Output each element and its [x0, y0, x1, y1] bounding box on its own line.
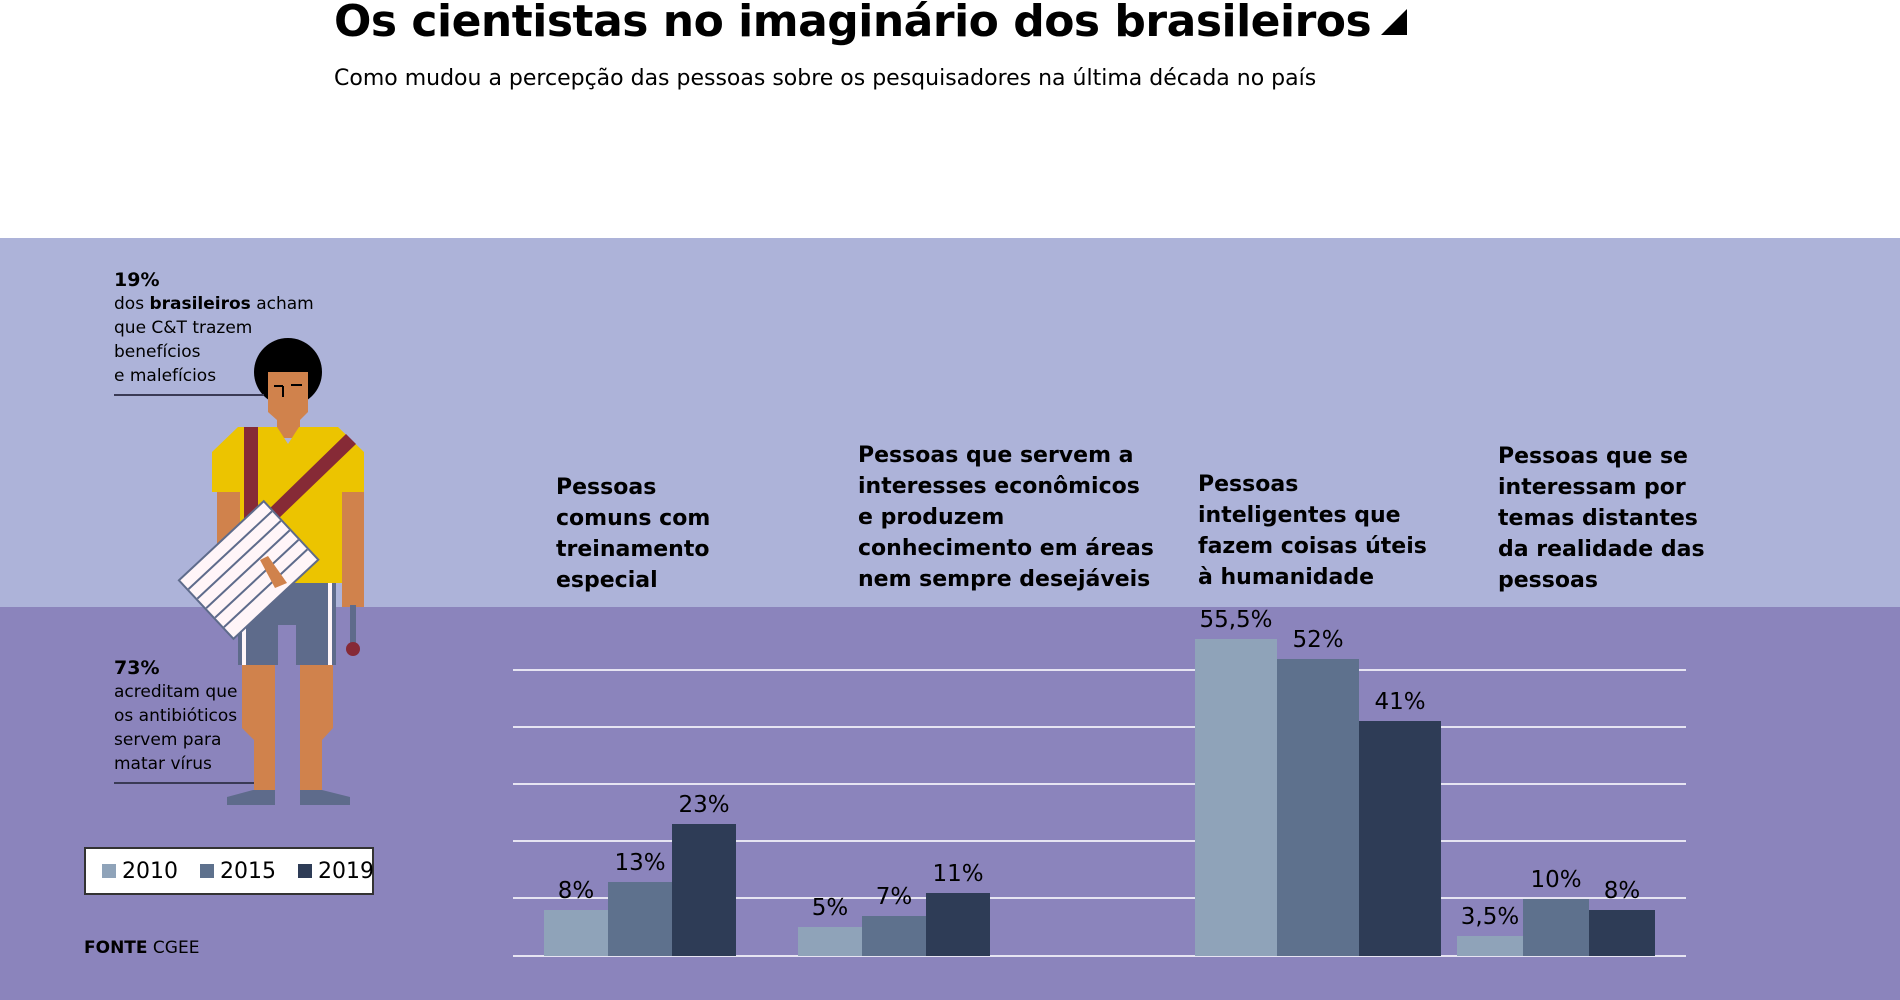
value-label: 13% [614, 850, 666, 876]
note-bottom-percent: 73% [114, 657, 160, 679]
bar-2019-cat3 [1359, 721, 1441, 956]
legend-item-2015: 2015 [200, 859, 276, 884]
value-label: 8% [557, 878, 595, 904]
category-label-4: Pessoas que se interessam por temas distan… [1498, 444, 1705, 593]
value-label: 5% [811, 895, 849, 921]
note-top-divider [114, 394, 264, 396]
value-label: 55,5% [1199, 607, 1273, 633]
chart-subtitle: Como mudou a percepção das pessoas sobre… [334, 66, 1317, 91]
category-label-1: Pessoas comuns com treinamento especial [556, 475, 711, 593]
chart-title-text: Os cientistas no imaginário dos brasilei… [334, 0, 1372, 47]
gridline-30 [513, 783, 1686, 785]
category-label-3: Pessoas inteligentes que fazem coisas útei… [1198, 472, 1427, 590]
value-label: 8% [1603, 878, 1641, 904]
note-bottom-line2: os antibióticos [114, 706, 238, 726]
gridline-40 [513, 726, 1686, 728]
value-label: 41% [1374, 689, 1426, 715]
triangle-icon [1381, 9, 1408, 35]
gridline-10 [513, 897, 1686, 899]
gridline-20 [513, 840, 1686, 842]
note-bottom-line4: matar vírus [114, 754, 212, 774]
value-label: 52% [1292, 627, 1344, 653]
gridline-50 [513, 669, 1686, 671]
bar-2019-cat1 [672, 824, 736, 956]
baseline [513, 955, 1686, 957]
bar-2015-cat3 [1277, 659, 1359, 956]
note-top: 19% dos brasileiros acham que C&T trazem… [114, 268, 314, 388]
legend-item-2019: 2019 [298, 859, 374, 884]
bar-2015-cat2 [862, 916, 926, 956]
note-bottom-line3: servem para [114, 730, 222, 750]
value-label: 3,5% [1460, 904, 1520, 930]
bar-2019-cat2 [926, 893, 990, 956]
source-note: FONTE CGEE [84, 938, 200, 958]
bar-2010-cat4 [1457, 936, 1523, 956]
note-top-line3: benefícios [114, 342, 201, 362]
bar-2015-cat1 [608, 882, 672, 956]
note-bottom-line1: acreditam que [114, 682, 238, 702]
value-label: 11% [932, 861, 984, 887]
legend-swatch-2015 [200, 864, 214, 878]
person-illustration [177, 338, 364, 805]
note-top-line4: e malefícios [114, 366, 217, 386]
legend-swatch-2010 [102, 864, 116, 878]
value-label: 10% [1530, 867, 1582, 893]
legend-item-2010: 2010 [102, 859, 178, 884]
bar-2019-cat4 [1589, 910, 1655, 956]
value-label: 23% [678, 792, 730, 818]
chart-title: Os cientistas no imaginário dos brasilei… [334, 0, 1408, 47]
value-label: 7% [875, 884, 913, 910]
bar-2010-cat1 [544, 910, 608, 956]
note-top-line2: que C&T trazem [114, 318, 253, 338]
bar-2015-cat4 [1523, 899, 1589, 956]
note-bottom-divider [114, 782, 254, 784]
legend-swatch-2019 [298, 864, 312, 878]
bar-2010-cat3 [1195, 639, 1277, 956]
chart-legend: 2010 2015 2019 [84, 847, 374, 895]
bar-2010-cat2 [798, 927, 862, 956]
note-top-line1: dos brasileiros acham [114, 294, 314, 314]
note-bottom: 73% acreditam que os antibióticos servem… [114, 656, 237, 776]
category-label-2: Pessoas que servem a interesses econômico… [858, 443, 1154, 592]
note-top-percent: 19% [114, 269, 160, 291]
